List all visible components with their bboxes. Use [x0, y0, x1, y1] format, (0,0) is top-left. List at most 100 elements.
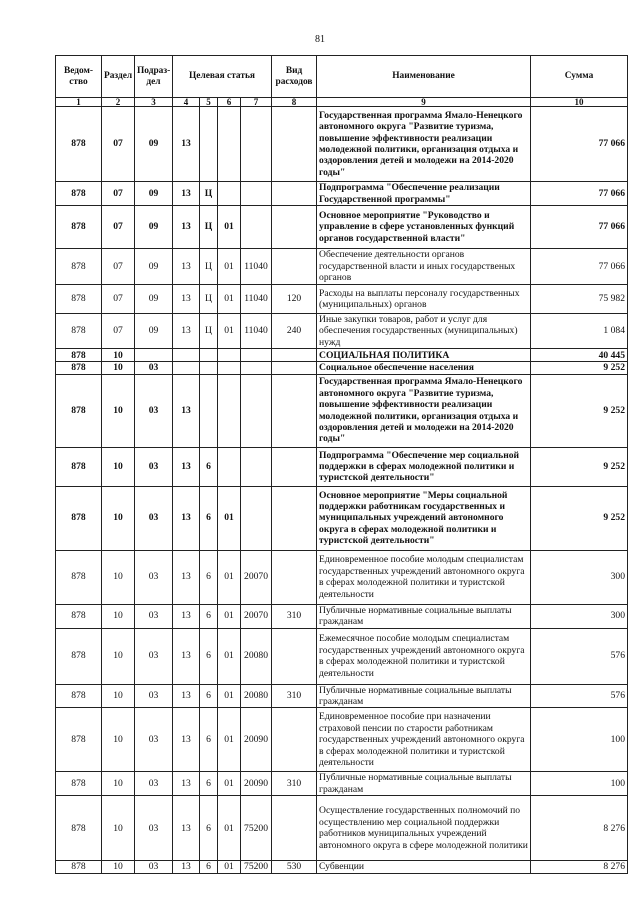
cell-cs-4	[172, 348, 200, 363]
cell-cs-6	[217, 361, 241, 375]
cell-naimenovanie: Субвенции	[316, 860, 532, 874]
header-vedomstvo: Ведом-ство	[55, 55, 102, 98]
page-number: 81	[315, 34, 325, 45]
cell-cs-6	[217, 446, 241, 487]
cell-razdel: 07	[101, 181, 135, 206]
table-row: 878 10 03 13 6 01 20080 Ежемесячное пособие мол…	[55, 627, 629, 685]
cell-cs-4: 13	[172, 106, 200, 182]
cell-podrazdel: 03	[134, 707, 173, 773]
cell-cs-5: Ц	[199, 248, 218, 285]
column-number: 7	[239, 97, 273, 107]
table-row: 878 10 03 13 6 01 20070 310 Публичные нормативны…	[55, 603, 629, 629]
cell-naimenovanie: Государственная программа Ямало-Ненецког…	[316, 106, 532, 182]
cell-naimenovanie: Осуществление государственных полномочий…	[316, 795, 532, 862]
cell-vid-rashodov	[271, 348, 318, 363]
cell-podrazdel: 03	[134, 603, 173, 629]
cell-razdel: 10	[101, 683, 135, 709]
cell-cs-4: 13	[172, 795, 200, 862]
cell-podrazdel: 09	[134, 205, 173, 249]
cell-cs-6: 01	[217, 860, 241, 874]
cell-vid-rashodov: 310	[271, 603, 318, 629]
cell-cs-7: 20080	[239, 683, 273, 709]
cell-podrazdel: 03	[134, 361, 173, 375]
cell-podrazdel: 03	[134, 860, 173, 874]
cell-cs-7: 20070	[239, 603, 273, 629]
cell-cs-5: 6	[199, 446, 218, 487]
column-number: 4	[172, 97, 200, 107]
header-celevaya-statya: Целевая статья	[171, 55, 273, 98]
cell-vedomstvo: 878	[55, 348, 102, 363]
cell-cs-6: 01	[217, 549, 241, 605]
cell-razdel: 10	[101, 549, 135, 605]
cell-naimenovanie: Подпрограмма "Обеспечение мер социальной…	[316, 446, 532, 487]
cell-vedomstvo: 878	[55, 446, 102, 487]
cell-cs-5: 6	[199, 485, 218, 551]
table-row: 878 10 03 Социальное обеспечение населения 9…	[55, 361, 629, 375]
cell-vedomstvo: 878	[55, 603, 102, 629]
cell-cs-6: 01	[217, 707, 241, 773]
table-body: 878 07 09 13 Государственная программа Ямало…	[55, 106, 629, 874]
cell-cs-4: 13	[172, 446, 200, 487]
cell-podrazdel: 03	[134, 446, 173, 487]
cell-summa: 40 445	[530, 348, 629, 363]
table-row: 878 10 03 13 6 01 20090 Единовременное пособие …	[55, 707, 629, 773]
cell-razdel: 07	[101, 312, 135, 350]
cell-naimenovanie: Расходы на выплаты персоналу государстве…	[316, 284, 532, 314]
cell-cs-5	[199, 361, 218, 375]
cell-cs-5: Ц	[199, 312, 218, 350]
cell-cs-7	[239, 373, 273, 448]
cell-cs-7	[239, 106, 273, 182]
cell-podrazdel: 09	[134, 106, 173, 182]
cell-naimenovanie: Публичные нормативные социальные выплаты…	[316, 771, 532, 797]
cell-razdel: 10	[101, 373, 135, 448]
cell-cs-4: 13	[172, 284, 200, 314]
table-row: 878 07 09 13 Ц 01 11040 120 Расходы на выплаты п…	[55, 284, 629, 314]
cell-cs-7	[239, 181, 273, 206]
cell-cs-6: 01	[217, 284, 241, 314]
cell-cs-7	[239, 361, 273, 375]
cell-cs-6: 01	[217, 205, 241, 249]
cell-vid-rashodov	[271, 549, 318, 605]
cell-cs-6: 01	[217, 683, 241, 709]
cell-summa: 9 252	[530, 446, 629, 487]
cell-naimenovanie: Ежемесячное пособие молодым специалистам…	[316, 627, 532, 685]
cell-cs-6: 01	[217, 485, 241, 551]
cell-cs-7	[239, 446, 273, 487]
cell-cs-5: 6	[199, 603, 218, 629]
cell-vid-rashodov	[271, 361, 318, 375]
cell-vid-rashodov: 120	[271, 284, 318, 314]
header-podrazdel: Подраз-дел	[134, 55, 173, 98]
header-summa: Сумма	[530, 55, 629, 98]
cell-razdel: 10	[101, 348, 135, 363]
cell-naimenovanie: СОЦИАЛЬНАЯ ПОЛИТИКА	[316, 348, 532, 363]
cell-razdel: 10	[101, 627, 135, 685]
cell-podrazdel: 03	[134, 795, 173, 862]
cell-vid-rashodov	[271, 248, 318, 285]
cell-naimenovanie: Государственная программа Ямало-Ненецког…	[316, 373, 532, 448]
cell-cs-4: 13	[172, 683, 200, 709]
cell-cs-5	[199, 348, 218, 363]
cell-vedomstvo: 878	[55, 795, 102, 862]
table-row: 878 10 03 13 6 01 20090 310 Публичные нормативны…	[55, 771, 629, 797]
cell-summa: 300	[530, 549, 629, 605]
cell-vid-rashodov	[271, 205, 318, 249]
cell-cs-6	[217, 181, 241, 206]
cell-cs-4: 13	[172, 771, 200, 797]
cell-vid-rashodov	[271, 446, 318, 487]
cell-vedomstvo: 878	[55, 312, 102, 350]
table-row: 878 10 03 13 6 Подпрограмма "Обеспечение мер …	[55, 446, 629, 487]
cell-cs-4: 13	[172, 181, 200, 206]
cell-summa: 75 982	[530, 284, 629, 314]
cell-summa: 77 066	[530, 248, 629, 285]
cell-cs-6: 01	[217, 795, 241, 862]
cell-cs-5: Ц	[199, 205, 218, 249]
cell-summa: 77 066	[530, 106, 629, 182]
table-row: 878 07 09 13 Ц Подпрограмма "Обеспечение реал…	[55, 181, 629, 206]
cell-podrazdel	[134, 348, 173, 363]
cell-podrazdel: 09	[134, 312, 173, 350]
cell-cs-5: 6	[199, 707, 218, 773]
column-number: 9	[316, 97, 532, 107]
cell-vedomstvo: 878	[55, 860, 102, 874]
cell-naimenovanie: Иные закупки товаров, работ и услуг для …	[316, 312, 532, 350]
cell-cs-6: 01	[217, 603, 241, 629]
